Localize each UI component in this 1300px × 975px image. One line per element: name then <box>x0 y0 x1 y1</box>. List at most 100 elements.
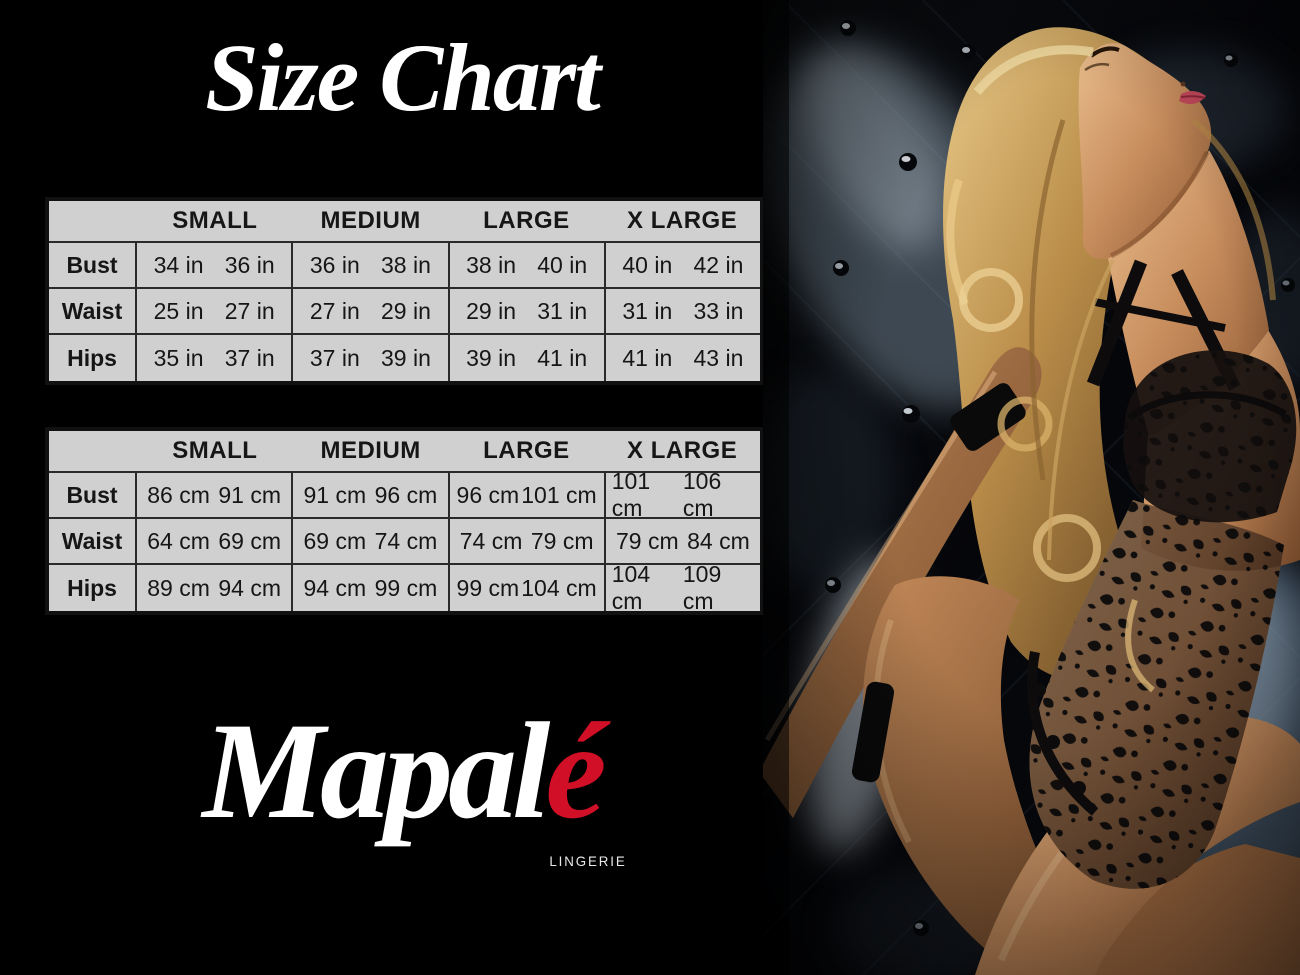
size-value: 33 in <box>693 297 744 324</box>
table-row-bust-cm: Bust 86 cm 91 cm 91 cm 96 cm 96 cm 101 cm 1… <box>49 468 760 521</box>
table-row-bust-in: Bust 34 in 36 in 36 in 38 in 38 in 40 in 40… <box>49 243 760 289</box>
size-table-inches: SMALL MEDIUM LARGE X LARGE Bust 34 in 36 … <box>45 197 764 385</box>
model-photo <box>763 0 1300 975</box>
brand-accent-letter: é <box>545 694 606 847</box>
header-spacer <box>49 431 137 471</box>
size-value: 79 cm <box>615 527 679 554</box>
size-value: 31 in <box>537 297 588 324</box>
cell-bust-small: 86 cm 91 cm <box>137 473 294 517</box>
col-header-xlarge: X LARGE <box>627 437 738 464</box>
col-header-small: SMALL <box>172 207 258 234</box>
cell-bust-xlarge: 40 in 42 in <box>606 243 760 287</box>
size-value: 29 in <box>466 297 516 324</box>
cell-waist-large: 29 in 31 in <box>450 289 606 333</box>
cell-hips-medium: 94 cm 99 cm <box>293 565 450 611</box>
size-value: 35 in <box>153 344 204 371</box>
photo-vignette <box>763 0 1300 975</box>
size-value: 41 in <box>622 344 673 371</box>
col-header-large: LARGE <box>483 437 570 464</box>
size-value: 40 in <box>537 251 588 278</box>
size-value: 34 in <box>153 251 204 278</box>
col-header-medium: MEDIUM <box>320 437 421 464</box>
cell-bust-xlarge: 101 cm 106 cm <box>606 468 760 521</box>
size-value: 104 cm <box>521 574 597 601</box>
cell-waist-small: 25 in 27 in <box>137 289 294 333</box>
size-value: 84 cm <box>687 527 750 554</box>
size-table-centimeters: SMALL MEDIUM LARGE X LARGE Bust 86 cm 91 … <box>45 427 764 615</box>
col-header-small: SMALL <box>172 437 258 464</box>
cell-bust-medium: 36 in 38 in <box>293 243 450 287</box>
row-label-waist: Waist <box>49 519 137 563</box>
size-value: 89 cm <box>147 574 210 601</box>
size-value: 69 cm <box>218 527 281 554</box>
cell-bust-large: 96 cm 101 cm <box>450 473 606 517</box>
size-value: 91 cm <box>218 481 281 508</box>
model-photo-illustration <box>763 0 1300 975</box>
brand-logo: Mapalé LINGERIE <box>40 695 764 895</box>
brand-subtitle: LINGERIE <box>549 853 627 869</box>
cell-bust-large: 38 in 40 in <box>450 243 606 287</box>
brand-name-main: Mapal <box>202 694 550 847</box>
size-value: 36 in <box>309 251 360 278</box>
size-value: 29 in <box>381 297 431 324</box>
brand-name: Mapalé <box>40 695 764 847</box>
col-header-xlarge: X LARGE <box>627 207 738 234</box>
table-row-waist-cm: Waist 64 cm 69 cm 69 cm 74 cm 74 cm 79 cm 7… <box>49 519 760 565</box>
size-table-inches-header: SMALL MEDIUM LARGE X LARGE <box>49 201 760 243</box>
row-label-bust: Bust <box>49 473 137 517</box>
cell-hips-large: 99 cm 104 cm <box>450 565 606 611</box>
cell-hips-xlarge: 104 cm 109 cm <box>606 561 760 614</box>
size-value: 43 in <box>693 344 744 371</box>
size-value: 69 cm <box>303 527 367 554</box>
cell-hips-xlarge: 41 in 43 in <box>606 335 760 381</box>
cell-waist-xlarge: 31 in 33 in <box>606 289 760 333</box>
size-value: 96 cm <box>456 481 520 508</box>
size-table-cm-header: SMALL MEDIUM LARGE X LARGE <box>49 431 760 473</box>
table-row-hips-cm: Hips 89 cm 94 cm 94 cm 99 cm 99 cm 104 cm 1… <box>49 561 760 614</box>
size-value: 86 cm <box>147 481 210 508</box>
size-value: 38 in <box>466 251 516 278</box>
size-value: 38 in <box>381 251 431 278</box>
size-value: 64 cm <box>147 527 210 554</box>
size-value: 74 cm <box>374 527 438 554</box>
size-value: 27 in <box>224 297 275 324</box>
size-value: 37 in <box>224 344 275 371</box>
cell-waist-medium: 27 in 29 in <box>293 289 450 333</box>
size-value: 39 in <box>466 344 516 371</box>
photo-left-fade <box>763 0 789 975</box>
col-header-medium: MEDIUM <box>320 207 421 234</box>
size-value: 104 cm <box>611 561 651 614</box>
cell-waist-xlarge: 79 cm 84 cm <box>606 519 760 563</box>
size-value: 99 cm <box>374 574 438 601</box>
row-label-bust: Bust <box>49 243 137 287</box>
cell-waist-medium: 69 cm 74 cm <box>293 519 450 563</box>
cell-hips-small: 35 in 37 in <box>137 335 294 381</box>
size-value: 99 cm <box>456 574 520 601</box>
cell-waist-large: 74 cm 79 cm <box>450 519 606 563</box>
size-value: 94 cm <box>303 574 367 601</box>
table-row-waist-in: Waist 25 in 27 in 27 in 29 in 29 in 31 in 3… <box>49 289 760 335</box>
cell-waist-small: 64 cm 69 cm <box>137 519 294 563</box>
cell-bust-medium: 91 cm 96 cm <box>293 473 450 517</box>
cell-hips-small: 89 cm 94 cm <box>137 565 294 611</box>
size-value: 101 cm <box>521 481 597 508</box>
size-value: 39 in <box>381 344 431 371</box>
size-value: 91 cm <box>303 481 367 508</box>
table-row-hips-in: Hips 35 in 37 in 37 in 39 in 39 in 41 in 41… <box>49 335 760 381</box>
size-value: 25 in <box>153 297 204 324</box>
size-value: 36 in <box>224 251 275 278</box>
size-value: 37 in <box>309 344 360 371</box>
size-value: 41 in <box>537 344 588 371</box>
size-value: 79 cm <box>530 527 594 554</box>
size-value: 101 cm <box>611 468 651 521</box>
size-value: 31 in <box>622 297 673 324</box>
page-title: Size Chart <box>205 24 600 131</box>
size-value: 96 cm <box>374 481 438 508</box>
size-value: 94 cm <box>218 574 281 601</box>
size-value: 109 cm <box>682 561 722 614</box>
cell-hips-medium: 37 in 39 in <box>293 335 450 381</box>
size-value: 42 in <box>693 251 744 278</box>
size-value: 40 in <box>622 251 673 278</box>
size-value: 106 cm <box>682 468 722 521</box>
